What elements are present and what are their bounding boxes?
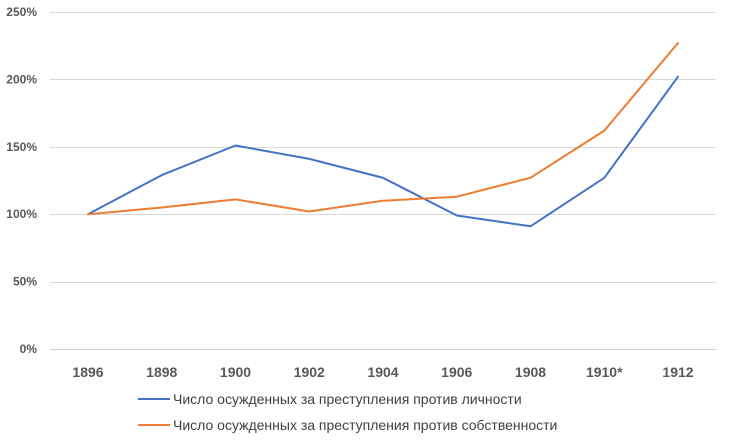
data-point-2-3 <box>235 198 237 200</box>
y-tick-label-6: 250% <box>6 5 37 19</box>
x-tick-label-2: 1898 <box>146 364 177 380</box>
data-point-2-6 <box>456 196 458 198</box>
data-point-1-3 <box>235 144 237 146</box>
data-point-1-4 <box>308 158 310 160</box>
data-point-1-6 <box>456 215 458 217</box>
data-point-2-5 <box>382 200 384 202</box>
x-tick-label-5: 1904 <box>367 364 398 380</box>
data-point-1-8 <box>603 177 605 179</box>
y-axis-ticks: 0% 50% 100% 150% 200% 250% <box>6 5 37 356</box>
legend-label-1: Число осужденных за преступления против … <box>173 391 522 407</box>
x-tick-label-8: 1910* <box>586 364 623 380</box>
y-tick-label-4: 150% <box>6 140 37 154</box>
data-point-2-8 <box>603 130 605 132</box>
legend-entry-2: Число осужденных за преступления против … <box>138 417 557 433</box>
x-axis-ticks: 1896 1898 1900 1902 1904 1906 1908 1910* 1912 <box>72 364 693 380</box>
x-tick-label-3: 1900 <box>220 364 251 380</box>
series-lines <box>87 42 679 228</box>
legend-label-2: Число осужденных за преступления против … <box>173 417 557 433</box>
x-tick-label-1: 1896 <box>72 364 103 380</box>
series-line-2 <box>87 42 679 216</box>
data-point-1-7 <box>530 225 532 227</box>
data-point-2-4 <box>308 211 310 213</box>
data-point-1-9 <box>677 76 679 78</box>
x-tick-label-4: 1902 <box>294 364 325 380</box>
legend-entry-1: Число осужденных за преступления против … <box>138 391 522 407</box>
data-point-2-9 <box>677 42 679 44</box>
legend: Число осужденных за преступления против … <box>138 391 557 433</box>
y-tick-label-3: 100% <box>6 207 37 221</box>
y-tick-label-2: 50% <box>13 275 37 289</box>
data-point-2-7 <box>530 177 532 179</box>
data-point-2-2 <box>161 206 163 208</box>
gridlines <box>50 12 716 350</box>
data-point-2-1 <box>87 213 89 215</box>
x-tick-label-6: 1906 <box>441 364 472 380</box>
series-line-1 <box>87 75 679 228</box>
data-point-1-2 <box>161 174 163 176</box>
data-point-1-5 <box>382 177 384 179</box>
y-tick-label-1: 0% <box>20 342 38 356</box>
y-tick-label-5: 200% <box>6 72 37 86</box>
x-tick-label-9: 1912 <box>662 364 693 380</box>
x-tick-label-7: 1908 <box>515 364 546 380</box>
